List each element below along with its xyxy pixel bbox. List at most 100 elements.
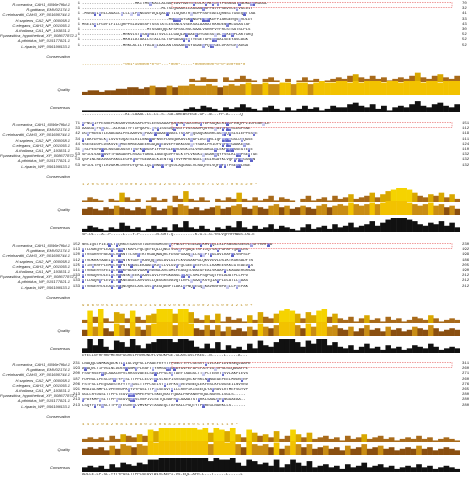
consensus-track-bar xyxy=(151,225,157,232)
conservation-track-bar xyxy=(228,80,235,82)
consensus-track-bar xyxy=(296,108,303,112)
conservation-track-bar xyxy=(200,77,207,82)
consensus-track-bar xyxy=(223,107,229,112)
conservation-track-bar xyxy=(204,200,210,202)
quality-track-bar xyxy=(279,448,285,455)
quality-track-bar xyxy=(183,85,190,95)
species-label: R.oceanica_CAH1_6096e7f6d-1 xyxy=(12,362,70,367)
sequence-row: QSPINLNEAVASPAKGLEGFKFSPYGEAKGLKIENTGHTV… xyxy=(82,158,256,163)
quality-track-bar xyxy=(342,205,349,215)
selection-frame xyxy=(171,361,453,368)
quality-track-bar xyxy=(396,200,402,215)
consensus-track-bar xyxy=(421,467,428,472)
quality-track-bar xyxy=(82,91,88,95)
conservation-track-bar xyxy=(273,313,280,323)
consensus-sequence: ADLLE-LP-SL-YYTYPGSLTTPPCSEGVTWIVLKEPI-V… xyxy=(82,472,243,477)
consensus-track-bar xyxy=(310,228,317,232)
conservation-scores: -----------------*001*100000*0*0*---*000… xyxy=(82,62,246,67)
quality-track-bar xyxy=(161,321,168,336)
conservation-track-bar xyxy=(454,440,460,442)
quality-track-bar xyxy=(326,326,333,336)
quality-track-bar xyxy=(113,205,120,215)
end-position: 230 xyxy=(462,243,470,247)
conservation-track-bar xyxy=(433,318,439,323)
start-position: 206 xyxy=(72,382,80,387)
sequence-row: HTVNGERYDLEAHLVHQNDQKELAVLGVLFKEGQANPTLA… xyxy=(82,284,249,289)
quality-track-bar xyxy=(147,440,154,455)
end-position: 260 xyxy=(462,377,470,382)
quality-track-bar xyxy=(234,85,241,95)
quality-track-bar xyxy=(215,205,221,215)
quality-track-bar xyxy=(257,207,264,215)
consensus-track-bar xyxy=(289,338,296,353)
species-label: P.parasitica_hypothetical_XP_008677872.1 xyxy=(0,153,78,159)
quality-track-bar xyxy=(358,205,365,215)
consensus-track-bar xyxy=(454,104,460,112)
conservation-track-bar xyxy=(206,78,212,82)
conservation-track-bar xyxy=(337,198,344,202)
quality-track-bar xyxy=(273,83,280,95)
consensus-track-bar xyxy=(124,225,131,232)
quality-track-bar xyxy=(388,447,395,455)
consensus-track-bar xyxy=(158,457,165,472)
consensus-track-bar xyxy=(396,217,402,232)
sequence-row: SPIDIVAEHAVFTPAAGARPLRSAIYGKNLIAGEQGVPFG… xyxy=(82,153,258,158)
consensus-track-bar xyxy=(110,110,117,112)
consensus-track-bar xyxy=(385,219,391,232)
consensus-track-bar xyxy=(438,220,445,232)
quality-track-bar xyxy=(422,203,429,215)
conservation-track-bar xyxy=(326,316,333,323)
quality-track-bar xyxy=(189,83,196,95)
species-label: R.gattiana_EMV02174.1 xyxy=(26,367,70,373)
species-label: L.riparia_WP_056199533.1 xyxy=(21,163,70,169)
consensus-track-bar xyxy=(188,227,194,232)
quality-track-bar xyxy=(144,87,150,95)
consensus-track-bar xyxy=(161,227,168,232)
conservation-track-bar xyxy=(82,319,88,323)
start-positions: 152 113 120 112 125 111 133 133 133 xyxy=(72,243,80,290)
consensus-track-bar xyxy=(140,230,147,232)
consensus-track-bar xyxy=(284,338,290,353)
consensus-track-bar xyxy=(231,348,237,353)
conservation-track-bar xyxy=(204,315,210,323)
conservation-track-bar xyxy=(326,200,333,202)
quality-track-bar xyxy=(306,443,313,455)
quality-track-bar xyxy=(129,210,136,215)
quality-track-bar xyxy=(409,80,416,95)
quality-track-bar xyxy=(209,207,216,215)
conservation-track-bar xyxy=(438,438,444,442)
consensus-track-bar xyxy=(231,227,237,232)
quality-track-bar xyxy=(317,447,324,455)
quality-track-bar xyxy=(103,207,109,215)
quality-track-bar xyxy=(204,324,210,336)
consensus-track-bar xyxy=(180,457,187,472)
consensus-track-bar xyxy=(352,102,359,112)
species-label: P.parasitica_hypothetical_XP_008677872.1 xyxy=(0,33,78,39)
conservation-track-bar xyxy=(358,197,365,202)
consensus-track-bar xyxy=(224,459,231,472)
quality-track-bar xyxy=(167,205,173,215)
consensus-track-bar xyxy=(334,465,340,472)
quality-track-bar xyxy=(416,445,422,455)
consensus-track-bar xyxy=(449,467,455,472)
conservation-track-bar xyxy=(364,315,370,323)
conservation-track-bar xyxy=(401,187,407,202)
conservation-track-bar xyxy=(323,435,329,442)
quality-track-bar xyxy=(366,448,373,455)
consensus-track-bar xyxy=(328,467,335,472)
consensus-track-bar xyxy=(98,465,105,472)
consensus-track-bar xyxy=(305,340,312,353)
quality-track-bar xyxy=(310,208,317,215)
consensus-track-bar xyxy=(169,457,176,472)
conservation-scores: 4 4 4 2 0 8 2 0 8 1 8 8 8 0 2 4 0 6 8 2 … xyxy=(82,422,239,427)
quality-track-bar xyxy=(294,207,301,215)
conservation-track-bar xyxy=(300,198,306,202)
end-position: 32 xyxy=(462,7,467,12)
conservation-track-bar xyxy=(302,77,308,82)
quality-track-bar xyxy=(278,321,285,336)
quality-track-bar xyxy=(145,324,152,336)
end-position: 52 xyxy=(462,33,467,38)
conservation-track-bar xyxy=(108,198,115,202)
consensus-track-bar xyxy=(417,224,423,232)
quality-track-bar xyxy=(268,447,274,455)
